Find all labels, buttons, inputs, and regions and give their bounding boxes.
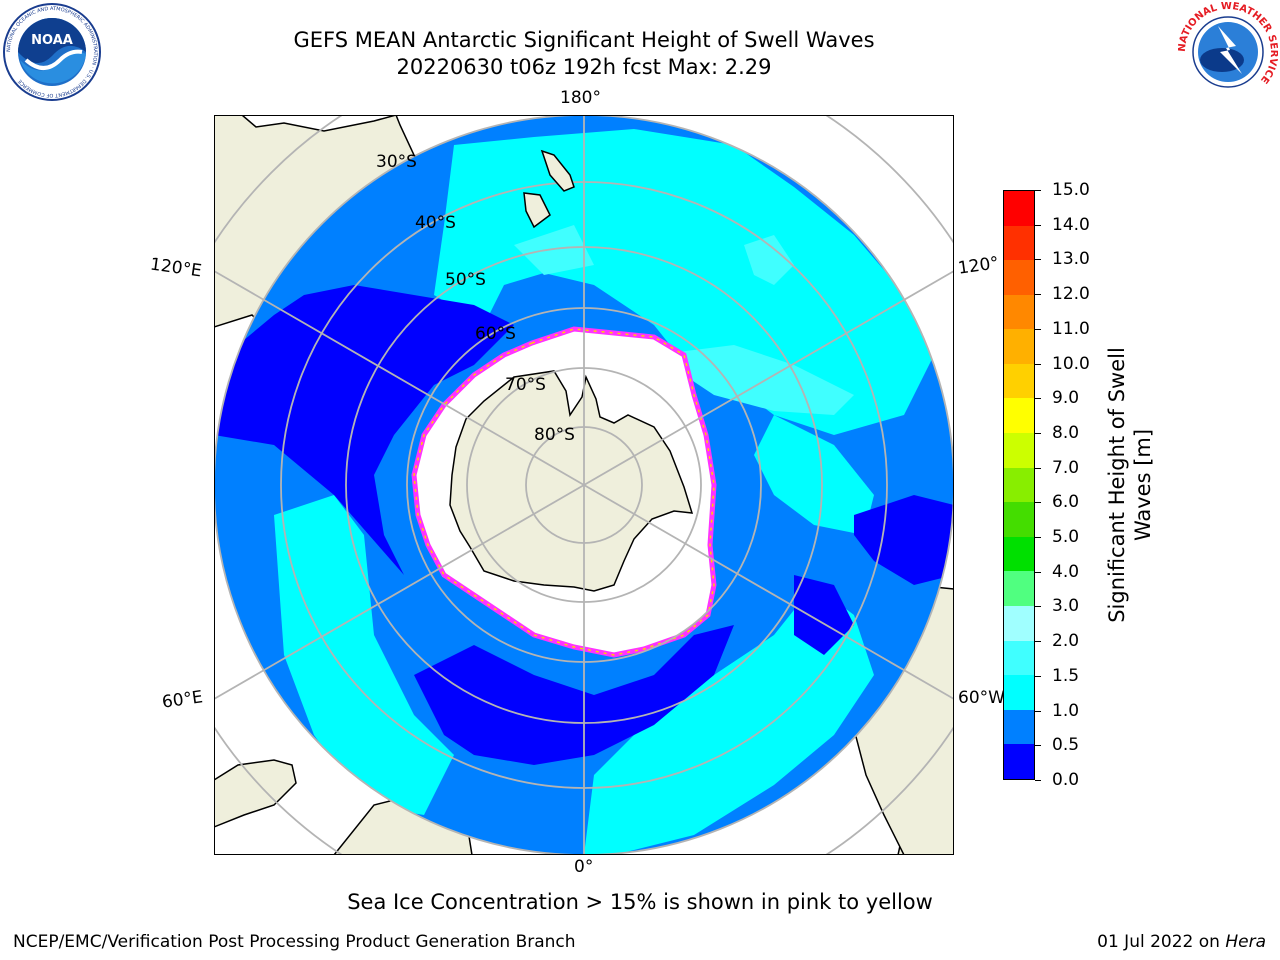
antarctica-land bbox=[449, 370, 694, 592]
colorbar-tick bbox=[1035, 571, 1041, 573]
lon-label-lower-left: 60°E bbox=[160, 687, 205, 713]
colorbar-tick-label: 7.0 bbox=[1052, 457, 1080, 478]
colorbar-tick-label: 2.0 bbox=[1052, 631, 1080, 652]
footer-date-text: 01 Jul 2022 on bbox=[1097, 932, 1226, 952]
colorbar-tick-label: 13.0 bbox=[1052, 249, 1090, 270]
lon-label-upper-left: 120°E bbox=[148, 254, 203, 282]
colorbar-tick bbox=[1035, 780, 1041, 781]
colorbar-tick bbox=[1035, 537, 1041, 539]
colorbar bbox=[1003, 190, 1035, 780]
lat-label-60s: 60°S bbox=[475, 324, 516, 344]
colorbar-segment bbox=[1004, 606, 1034, 641]
colorbar-tick bbox=[1035, 502, 1041, 504]
colorbar-title-line2: Waves [m] bbox=[1131, 428, 1155, 542]
colorbar-segment bbox=[1004, 433, 1034, 468]
colorbar-tick bbox=[1035, 224, 1041, 226]
colorbar-tick-label: 3.0 bbox=[1052, 596, 1080, 617]
colorbar-tick-label: 11.0 bbox=[1052, 318, 1090, 339]
lon-label-bottom: 0° bbox=[574, 857, 594, 877]
colorbar-tick-label: 0.5 bbox=[1052, 735, 1080, 756]
colorbar-segment bbox=[1004, 744, 1034, 779]
footer-machine: Hera bbox=[1225, 932, 1266, 952]
colorbar-title-line1: Significant Height of Swell bbox=[1105, 347, 1129, 623]
colorbar-segment bbox=[1004, 329, 1034, 364]
colorbar-tick bbox=[1035, 710, 1041, 712]
colorbar-tick-label: 6.0 bbox=[1052, 492, 1080, 513]
colorbar-title-container: Significant Height of Swell Waves [m] bbox=[1100, 190, 1160, 780]
colorbar-segment bbox=[1004, 571, 1034, 607]
polar-map bbox=[214, 115, 954, 855]
colorbar-segment bbox=[1004, 709, 1034, 745]
colorbar-segment bbox=[1004, 294, 1034, 330]
colorbar-tick-label: 0.0 bbox=[1052, 770, 1080, 790]
lon-label-upper-right: 120° bbox=[956, 253, 1001, 279]
colorbar-tick-label: 1.0 bbox=[1052, 700, 1080, 721]
colorbar-tick-label: 12.0 bbox=[1052, 284, 1090, 305]
colorbar-segment bbox=[1004, 225, 1034, 261]
colorbar-tick bbox=[1035, 294, 1041, 296]
lat-label-70s: 70°S bbox=[505, 375, 546, 395]
footer-date: 01 Jul 2022 on Hera bbox=[1097, 932, 1266, 952]
colorbar-tick bbox=[1035, 328, 1041, 330]
colorbar-segment bbox=[1004, 536, 1034, 572]
colorbar-tick bbox=[1035, 675, 1041, 677]
colorbar-tick-label: 9.0 bbox=[1052, 388, 1080, 409]
colorbar-tick bbox=[1035, 641, 1041, 643]
colorbar-tick bbox=[1035, 606, 1041, 608]
lat-label-80s: 80°S bbox=[534, 425, 575, 445]
footer-credit: NCEP/EMC/Verification Post Processing Pr… bbox=[13, 932, 576, 952]
lat-label-40s: 40°S bbox=[415, 213, 456, 233]
colorbar-tick bbox=[1035, 363, 1041, 365]
colorbar-segment bbox=[1004, 260, 1034, 295]
colorbar-segment bbox=[1004, 363, 1034, 399]
colorbar-tick-label: 10.0 bbox=[1052, 353, 1090, 374]
colorbar-tick bbox=[1035, 467, 1041, 469]
svg-text:NOAA: NOAA bbox=[31, 33, 73, 48]
colorbar-tick-label: 8.0 bbox=[1052, 422, 1080, 443]
colorbar-title: Significant Height of Swell Waves [m] bbox=[1104, 347, 1156, 623]
graticule bbox=[214, 115, 954, 855]
colorbar-tick-label: 1.5 bbox=[1052, 665, 1080, 686]
colorbar-segment bbox=[1004, 640, 1034, 676]
colorbar-tick bbox=[1035, 398, 1041, 400]
colorbar-segment bbox=[1004, 398, 1034, 434]
chart-title: GEFS MEAN Antarctic Significant Height o… bbox=[293, 28, 875, 52]
colorbar-tick-label: 5.0 bbox=[1052, 527, 1080, 548]
new-zealand-land bbox=[523, 149, 575, 229]
colorbar-tick bbox=[1035, 432, 1041, 434]
lon-label-top: 180° bbox=[560, 88, 601, 108]
colorbar-segment bbox=[1004, 502, 1034, 537]
colorbar-tick bbox=[1035, 745, 1041, 747]
colorbar-segment bbox=[1004, 467, 1034, 503]
colorbar-segment bbox=[1004, 190, 1034, 226]
colorbar-segment bbox=[1004, 675, 1034, 710]
noaa-logo: NOAA NATIONAL OCEANIC AND ATMOSPHERIC AD… bbox=[3, 3, 101, 101]
colorbar-tick bbox=[1035, 259, 1041, 261]
chart-subtitle: 20220630 t06z 192h fcst Max: 2.29 bbox=[396, 55, 772, 79]
colorbar-tick-label: 14.0 bbox=[1052, 214, 1090, 235]
lon-label-lower-right: 60°W bbox=[958, 688, 1005, 708]
lat-label-50s: 50°S bbox=[445, 270, 486, 290]
national-weather-service-logo: NATIONAL WEATHER SERVICE bbox=[1178, 2, 1278, 100]
colorbar-tick-label: 4.0 bbox=[1052, 561, 1080, 582]
swell-field-dark bbox=[214, 285, 954, 765]
colorbar-tick bbox=[1035, 190, 1041, 191]
lat-label-30s: 30°S bbox=[376, 152, 417, 172]
sea-ice-note: Sea Ice Concentration > 15% is shown in … bbox=[347, 890, 933, 914]
colorbar-tick-label: 15.0 bbox=[1052, 180, 1090, 200]
swell-field-light bbox=[514, 225, 854, 415]
swell-field-cyan bbox=[274, 129, 934, 855]
